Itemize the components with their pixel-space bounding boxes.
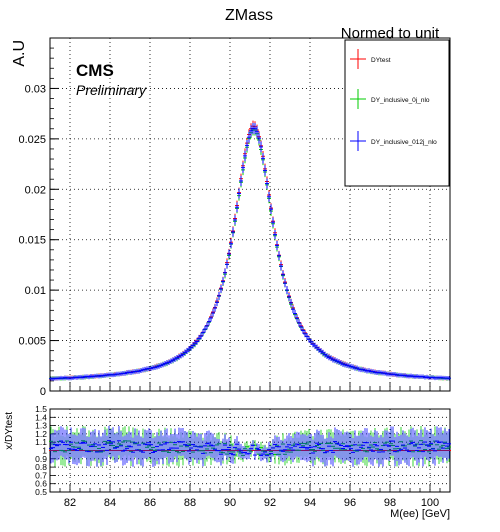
legend: DYtest DY_inclusive_0j_nlo DY_inclusive_… [344,39,450,187]
legend-box [344,39,450,187]
main-plot-frame: 0 0.005 0.01 0.015 0.02 0.025 0.03 [18,37,451,398]
y-tick-label: 0.025 [18,134,46,146]
y-tick-label: 0.02 [25,184,46,196]
legend-label: DYtest [371,57,391,64]
ratio-y-tick-label: 1.1 [35,437,47,447]
x-tick-label: 100 [421,497,439,509]
ratio-y-tick-label: 1.2 [35,429,47,439]
x-tick-label: 90 [224,497,236,509]
x-tick-label: 82 [64,497,76,509]
legend-label: DY_inclusive_012j_nlo [371,139,437,146]
ratio-y-tick-label: 1.3 [35,421,47,431]
y-tick-label: 0.005 [18,336,46,348]
ratio-y-tick-label: 0.8 [35,462,47,472]
x-tick-label: 88 [184,497,196,509]
ratio-series-DY_inclusive_012j_nlo [49,425,451,467]
chart-title: ZMass [225,7,273,24]
ratio-y-tick-label: 1 [42,446,47,456]
ratio-y-axis-label: x/DYtest [4,412,15,450]
y-tick-label: 0.03 [25,83,46,95]
x-tick-label: 94 [304,497,316,509]
ratio-y-tick-label: 0.6 [35,479,47,489]
preliminary-label: Preliminary [76,82,147,98]
ratio-y-tick-label: 0.7 [35,470,47,480]
x-tick-label: 98 [384,497,396,509]
ratio-y-tick-label: 0.9 [35,454,47,464]
y-axis-label: A.U [11,40,28,67]
ratio-y-tick-label: 0.5 [35,487,47,497]
y-tick-label: 0.015 [18,235,46,247]
x-axis-label: M(ee) [GeV] [390,508,450,520]
ratio-y-tick-label: 1.4 [35,412,47,422]
x-tick-label: 84 [104,497,116,509]
chart-subtitle: Normed to unit [341,25,440,42]
chart-marks [49,120,451,467]
legend-label: DY_inclusive_0j_nlo [371,97,430,104]
cms-label: CMS [76,61,114,80]
y-tick-label: 0 [40,386,46,398]
x-tick-label: 96 [344,497,356,509]
legend-entry-dy-0j: DY_inclusive_0j_nlo [350,89,430,109]
legend-entry-dy-012j: DY_inclusive_012j_nlo [350,131,437,151]
legend-entry-dytest: DYtest [350,49,391,69]
y-tick-label: 0.01 [25,285,46,297]
x-tick-label: 86 [144,497,156,509]
x-tick-label: 92 [264,497,276,509]
ratio-y-tick-label: 1.5 [35,404,47,414]
series-DY_inclusive_012j_nlo [49,122,451,381]
